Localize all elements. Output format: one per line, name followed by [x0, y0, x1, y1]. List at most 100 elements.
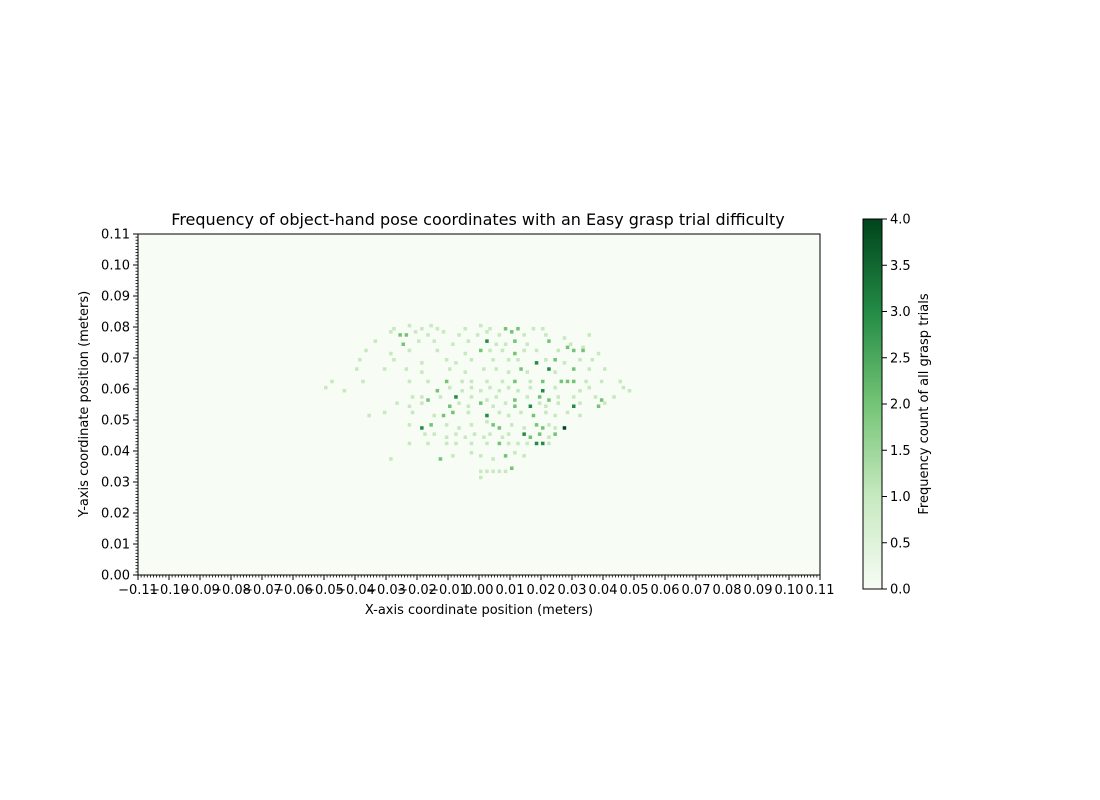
heatmap-cell [451, 454, 455, 458]
heatmap-cell [503, 327, 508, 331]
x-tick-label: −0.04 [335, 583, 375, 598]
heatmap-cell [513, 451, 517, 455]
heatmap-cell [503, 342, 508, 346]
heatmap-cell [506, 432, 511, 436]
heatmap-cell [537, 395, 542, 399]
heatmap-cell [438, 395, 443, 399]
heatmap-cell [534, 361, 539, 365]
heatmap-cell [410, 410, 415, 415]
y-tick-label: 0.09 [101, 290, 130, 305]
heatmap-cell [506, 385, 511, 390]
heatmap-cell [463, 370, 467, 374]
x-tick-label: 0.02 [527, 583, 556, 598]
colorbar-ticks: 0.0 0.5 1.0 1.5 2.0 2.5 3.0 3.5 4.0 [882, 213, 911, 598]
heatmap-cell [435, 327, 440, 331]
heatmap-cell [454, 432, 458, 436]
y-tick-label: 0.05 [101, 414, 130, 429]
heatmap-cell [516, 358, 520, 362]
heatmap-cell [420, 361, 424, 365]
heatmap-cell [553, 370, 557, 374]
heatmap-cell [426, 333, 430, 337]
heatmap-cell [401, 342, 405, 346]
heatmap-cell [407, 379, 412, 384]
heatmap-cell [389, 457, 393, 461]
heatmap-cell [488, 348, 492, 353]
heatmap-cell [553, 385, 557, 390]
heatmap-cell [599, 379, 604, 384]
heatmap-cell [488, 385, 492, 390]
heatmap-cell [497, 441, 502, 446]
colorbar-tick-label: 1.0 [890, 490, 911, 505]
y-tick-label: 0.06 [101, 383, 130, 398]
heatmap-cell [479, 454, 483, 458]
heatmap-cell [342, 389, 347, 393]
heatmap-cell [497, 333, 502, 337]
heatmap-cell [519, 367, 523, 371]
heatmap-cell [392, 358, 396, 362]
heatmap-cell [469, 379, 474, 384]
y-tick-label: 0.10 [101, 259, 130, 274]
heatmap-cell [475, 333, 480, 337]
heatmap-cell [553, 432, 557, 436]
heatmap-cell [534, 423, 539, 427]
y-tick-label: 0.01 [101, 538, 130, 553]
heatmap-cell [407, 348, 412, 353]
heatmap-cell [469, 395, 474, 399]
heatmap-cell [479, 348, 483, 353]
heatmap-cell [513, 351, 517, 356]
heatmap-cell [426, 379, 430, 384]
heatmap-cell [491, 469, 495, 474]
heatmap-cell [500, 379, 505, 384]
heatmap-cell [603, 401, 607, 405]
heatmap-cell [553, 426, 557, 430]
heatmap-cell [506, 370, 511, 374]
heatmap-cell [565, 345, 570, 350]
heatmap-cell [441, 330, 446, 334]
heatmap-cell [392, 327, 396, 331]
heatmap-cell [361, 379, 365, 384]
x-tick-label: −0.08 [211, 583, 251, 598]
heatmap-cell [435, 389, 440, 393]
heatmap-cell [497, 426, 502, 430]
heatmap-cell [578, 389, 582, 393]
x-tick-label: 0.01 [496, 583, 525, 598]
heatmap-cell [432, 413, 436, 418]
y-axis-label: Y-axis coordinate position (meters) [77, 291, 92, 518]
heatmap-cell [417, 339, 421, 343]
heatmap-cell [413, 330, 418, 334]
heatmap-cell [534, 441, 539, 446]
heatmap-cell [556, 401, 560, 405]
heatmap-cell [389, 330, 393, 334]
x-tick-label: −0.06 [273, 583, 313, 598]
heatmap-cell [382, 410, 387, 415]
heatmap-cell [541, 327, 545, 331]
heatmap-cell [469, 423, 474, 427]
heatmap-cell [469, 358, 474, 362]
heatmap-cell [553, 358, 557, 362]
heatmap-cell [355, 367, 359, 371]
heatmap-cell [513, 398, 517, 402]
heatmap-cell [398, 333, 402, 337]
colorbar-tick-label: 3.0 [890, 305, 911, 320]
heatmap-cell [562, 361, 567, 365]
heatmap-cell [485, 339, 489, 343]
heatmap-cell [426, 398, 430, 402]
heatmap-cell [454, 441, 458, 446]
x-tick-label: 0.00 [465, 583, 494, 598]
heatmap-cell [541, 379, 545, 384]
heatmap-cell [513, 339, 517, 343]
heatmap-cell [479, 469, 483, 474]
heatmap-cell [565, 379, 570, 384]
heatmap-cell [553, 413, 557, 418]
heatmap-cell [488, 327, 492, 331]
heatmap-cell [556, 348, 560, 353]
heatmap-cell [466, 410, 471, 415]
x-axis-label: X-axis coordinate position (meters) [365, 603, 593, 618]
heatmap-cell [544, 333, 548, 337]
heatmap-cell [513, 379, 517, 384]
heatmap-cell [547, 423, 551, 427]
x-tick-label: 0.08 [713, 583, 742, 598]
heatmap-cell [479, 323, 483, 328]
heatmap-cell [506, 358, 511, 362]
y-tick-label: 0.03 [101, 476, 130, 491]
